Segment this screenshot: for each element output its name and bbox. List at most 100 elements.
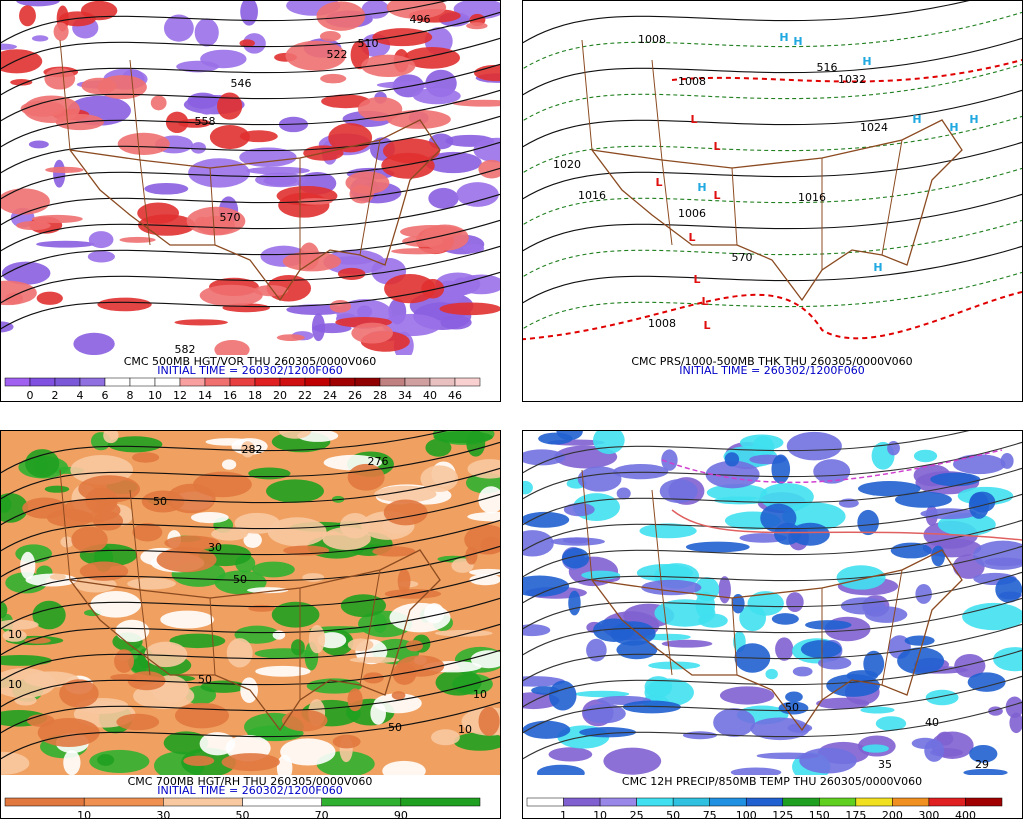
field-blob <box>255 172 307 188</box>
field-blob <box>71 526 108 553</box>
contour-line <box>522 597 1022 657</box>
contour-label: 1006 <box>678 207 706 220</box>
contour-line <box>0 493 500 553</box>
field-blob <box>183 755 215 767</box>
field-blob <box>731 594 745 614</box>
colorbar-label: 50 <box>666 809 680 819</box>
contour-line <box>522 271 1022 331</box>
contour-line <box>0 701 500 761</box>
field-blob <box>875 716 907 731</box>
field-blob <box>178 118 211 128</box>
field-blob <box>349 656 400 663</box>
field-blob <box>0 43 17 51</box>
field-blob <box>240 0 258 26</box>
colorbar-swatch <box>709 797 747 807</box>
field-blob <box>522 480 533 495</box>
colorbar-swatch <box>29 377 56 387</box>
contour-line <box>0 245 500 305</box>
field-blob <box>0 493 29 523</box>
caption: CMC 12H PRECIP/850MB TEMP THU 260305/000… <box>622 775 922 788</box>
field-blob <box>347 688 363 712</box>
field-blob <box>478 486 500 514</box>
field-blob <box>19 5 36 27</box>
colorbar-label: 10 <box>593 809 607 819</box>
field-blob <box>911 737 939 749</box>
field-blob <box>0 655 52 666</box>
field-blob <box>860 706 895 714</box>
field-blob <box>730 767 782 775</box>
field-blob <box>166 483 216 514</box>
field-blob <box>913 449 938 463</box>
colorbar-swatch <box>54 377 81 387</box>
high-marker: H <box>912 113 921 126</box>
contour-line <box>0 519 500 579</box>
low-marker: L <box>713 189 720 202</box>
colorbar-swatch <box>254 377 281 387</box>
field-blob <box>967 672 1006 692</box>
field-blob <box>45 166 84 174</box>
field-blob <box>382 760 426 775</box>
colorbar-label: 75 <box>703 809 717 819</box>
field-blob <box>127 577 176 590</box>
colorbar-label: 28 <box>373 389 387 402</box>
colorbar-label: 4 <box>77 389 84 402</box>
field-blob <box>337 267 366 280</box>
field-blob <box>271 601 320 628</box>
field-blob <box>636 563 694 582</box>
low-marker: L <box>701 295 708 308</box>
field-blob <box>522 575 570 597</box>
contour-label: 50 <box>153 495 167 508</box>
field-blob <box>644 676 673 698</box>
field-blob <box>719 686 775 705</box>
colorbar-label: 2 <box>52 389 59 402</box>
colorbar-swatch <box>163 797 243 807</box>
low-marker: L <box>693 273 700 286</box>
colorbar-swatch <box>855 797 893 807</box>
field-blob <box>805 620 852 630</box>
field-blob <box>786 592 804 613</box>
field-blob <box>478 706 500 736</box>
contour-label: 276 <box>368 455 389 468</box>
colorbar-swatch <box>79 377 106 387</box>
colorbar-swatch <box>400 797 481 807</box>
field-blob <box>792 666 813 677</box>
field-blob <box>266 479 324 503</box>
field-blob <box>209 125 250 150</box>
contour-label: 10 <box>473 688 487 701</box>
colorbar-label: 1 <box>560 809 567 819</box>
low-marker: L <box>703 319 710 332</box>
state-borders <box>590 119 963 302</box>
contour-label: 30 <box>208 541 222 554</box>
contour-line <box>522 430 974 475</box>
field-blob <box>73 332 115 355</box>
contour-label: 1008 <box>638 33 666 46</box>
colorbar-swatch <box>429 377 456 387</box>
colorbar-label: 18 <box>248 389 262 402</box>
field-blob <box>765 668 778 680</box>
contour-label: 1032 <box>838 73 866 86</box>
field-blob <box>610 621 656 646</box>
field-blob <box>813 459 851 484</box>
map-area: 282 276 50 30 50 10 10 50 10 50 10 <box>0 430 500 775</box>
field-blob <box>0 49 43 74</box>
contour-line <box>522 245 1022 305</box>
field-blob <box>577 466 622 492</box>
colorbar-swatch <box>563 797 601 807</box>
field-blob <box>915 583 932 604</box>
field-blob <box>548 747 593 762</box>
field-blob <box>962 602 1022 631</box>
contour-line <box>522 193 1022 253</box>
field-blob <box>536 764 585 775</box>
colorbar-swatch <box>329 377 356 387</box>
contour-label: 50 <box>785 701 799 714</box>
colorbar-swatch <box>526 797 564 807</box>
colorbar-swatch <box>304 377 331 387</box>
field-blob <box>194 18 219 47</box>
contour-label: 570 <box>220 211 241 224</box>
colorbar-swatch <box>204 377 231 387</box>
contour-line <box>522 649 1022 709</box>
field-blob <box>255 665 311 677</box>
field-blob <box>963 768 1008 775</box>
field-blob <box>322 526 371 550</box>
